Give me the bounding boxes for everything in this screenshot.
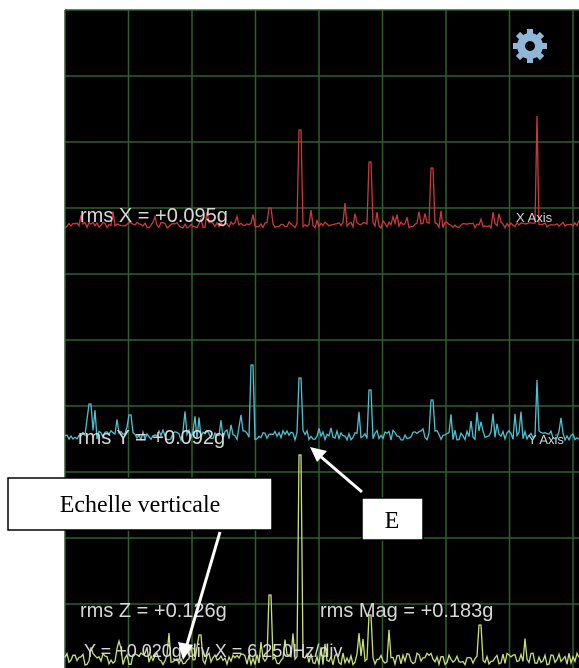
gear-tooth: [527, 29, 533, 36]
gear-tooth: [513, 43, 520, 49]
y-axis-label: Y Axis: [528, 432, 564, 447]
annotation-text: Echelle verticale: [60, 492, 221, 518]
marker-text: E: [385, 508, 400, 534]
rms-y: rms Y = +0.092g: [78, 427, 225, 449]
rms-z: rms Z = +0.126g: [80, 600, 227, 622]
gear-tooth: [540, 43, 547, 49]
screenshot: rms X = +0.095g X Axis rms Y = +0.092g Y…: [0, 0, 579, 668]
gear-tooth: [527, 56, 533, 63]
rms-x: rms X = +0.095g: [80, 205, 228, 227]
x-axis-label: X Axis: [516, 210, 553, 225]
scale-label: Y = +0.020g/div X = 6.250Hz/div: [84, 641, 342, 661]
settings-icon[interactable]: [513, 29, 547, 63]
rms-mag: rms Mag = +0.183g: [320, 600, 493, 622]
display: [65, 10, 579, 668]
